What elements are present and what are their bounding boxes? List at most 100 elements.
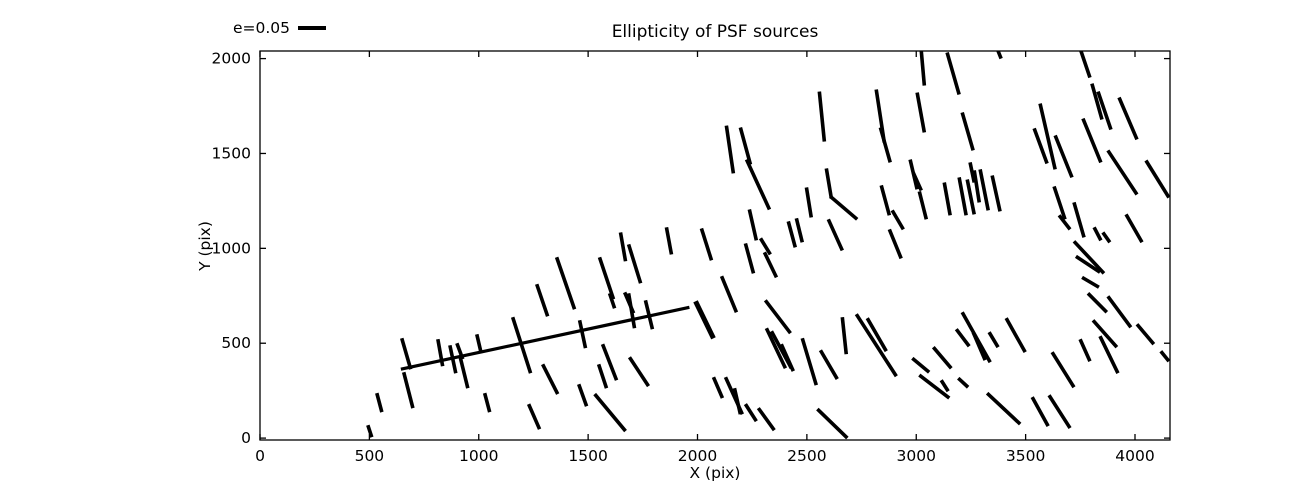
stick — [960, 111, 975, 151]
stick — [596, 363, 609, 389]
stick — [764, 327, 788, 370]
stick — [756, 407, 776, 432]
stick — [1101, 231, 1112, 244]
stick — [597, 256, 616, 300]
stick — [957, 177, 968, 216]
stick — [375, 392, 384, 413]
stick — [1081, 117, 1103, 164]
stick — [1144, 159, 1170, 199]
stick — [743, 403, 758, 423]
stick — [1004, 317, 1027, 354]
stick — [762, 251, 779, 279]
stick — [1096, 91, 1113, 131]
stick — [985, 391, 1022, 426]
stick — [626, 243, 643, 284]
stick — [919, 51, 927, 86]
stick — [1050, 351, 1076, 389]
stick — [915, 92, 927, 133]
stick — [1072, 240, 1106, 275]
tick-labels: 0 500 1000 1500 2000 2500 3000 3500 4000 0 500 1000… — [212, 50, 1155, 465]
x-tick-label: 2500 — [787, 447, 826, 465]
stick — [786, 220, 798, 248]
chart-title: Ellipticity of PSF sources — [611, 22, 819, 42]
stick — [510, 316, 533, 374]
x-tick-label: 500 — [355, 447, 385, 465]
legend-stick-marker — [298, 26, 327, 30]
ellipticity-sticks — [366, 51, 1170, 440]
y-tick-label: 1000 — [212, 239, 251, 257]
stick — [1081, 275, 1100, 289]
x-tick-label: 1000 — [459, 447, 498, 465]
stick — [600, 343, 619, 381]
stick — [978, 169, 990, 211]
stick — [699, 227, 714, 261]
y-tick-label: 1500 — [212, 144, 251, 162]
x-tick-label: 1500 — [568, 447, 607, 465]
y-tick-label: 500 — [221, 334, 251, 352]
stick — [829, 194, 859, 221]
stick — [577, 383, 589, 407]
stick — [1092, 226, 1103, 242]
stick — [890, 209, 905, 231]
stick — [1106, 295, 1133, 329]
y-tick-label: 2000 — [212, 50, 251, 68]
stick — [818, 349, 839, 380]
stick — [779, 343, 795, 372]
stick — [854, 313, 898, 378]
stick — [826, 218, 844, 252]
axes-frame — [259, 50, 1171, 441]
x-tick-label: 0 — [255, 447, 265, 465]
stick — [918, 373, 951, 400]
stick — [965, 179, 976, 215]
stick — [554, 256, 577, 310]
stick — [1135, 323, 1156, 346]
stick — [968, 162, 976, 183]
stick — [957, 376, 970, 389]
stick — [987, 331, 1000, 349]
stick — [732, 387, 743, 415]
stick — [1159, 350, 1170, 363]
stick — [1032, 127, 1049, 165]
stick — [1090, 83, 1104, 120]
stick — [1086, 292, 1109, 314]
tick-marks — [259, 51, 1170, 440]
stick — [1124, 213, 1144, 244]
stick — [917, 190, 929, 220]
stick — [366, 424, 374, 438]
stick — [1106, 149, 1139, 196]
stick — [1074, 254, 1101, 274]
stick — [972, 170, 982, 203]
stick — [971, 331, 987, 361]
stick — [990, 175, 1002, 212]
stick — [817, 91, 827, 142]
stick — [816, 407, 849, 440]
stick — [724, 125, 736, 174]
stick — [541, 363, 560, 395]
stick — [1052, 185, 1067, 220]
stick — [593, 392, 627, 433]
stick — [763, 299, 792, 335]
stick — [911, 171, 923, 192]
stick — [942, 182, 952, 216]
stick — [931, 346, 953, 370]
stick — [1072, 201, 1086, 238]
stick — [1098, 335, 1120, 374]
stick — [747, 209, 759, 241]
long-stick-end-cap — [693, 300, 716, 340]
stick — [945, 52, 961, 95]
stick — [1053, 134, 1074, 179]
stick — [400, 337, 413, 370]
stick — [1091, 319, 1119, 349]
stick — [1079, 51, 1092, 79]
stick — [865, 317, 888, 353]
stick — [526, 403, 542, 430]
stick — [824, 168, 834, 199]
stick — [577, 319, 588, 349]
stick — [887, 228, 903, 260]
stick — [758, 237, 772, 256]
long-stick — [400, 305, 690, 371]
stick — [804, 187, 814, 218]
stick — [1047, 394, 1072, 430]
stick — [738, 126, 753, 165]
